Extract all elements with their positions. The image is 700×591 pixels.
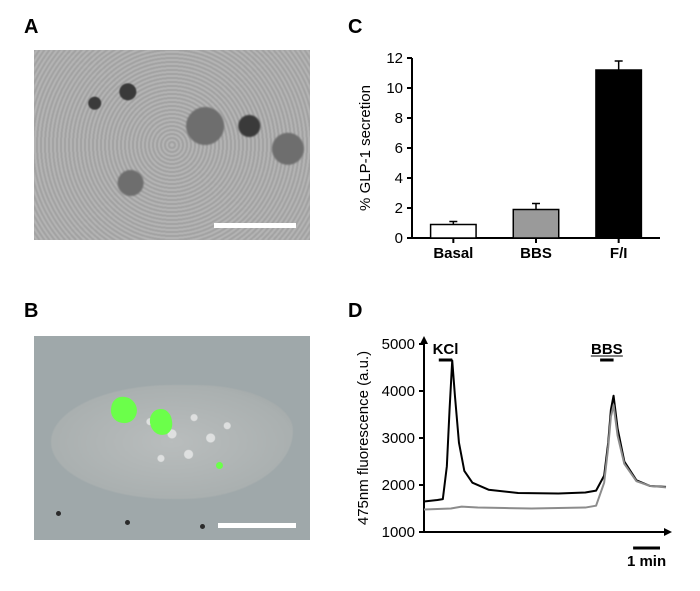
svg-text:6: 6 [395,140,403,157]
svg-text:4: 4 [395,170,403,187]
vesicles [34,336,310,540]
svg-text:1000: 1000 [382,524,415,541]
panel-c-label: C [348,16,362,39]
svg-text:2: 2 [395,200,403,217]
svg-text:2000: 2000 [382,477,415,494]
svg-text:4000: 4000 [382,383,415,400]
panel-a-label: A [24,16,38,39]
speck [125,520,130,525]
svg-text:1 min: 1 min [627,553,666,570]
svg-text:KCl: KCl [433,341,459,358]
panel-a-micrograph [34,50,310,240]
svg-text:12: 12 [386,50,403,67]
speck [200,524,205,529]
panel-b-micrograph [34,336,310,540]
svg-text:475nm fluorescence (a.u.): 475nm fluorescence (a.u.) [355,351,372,525]
svg-text:10: 10 [386,80,403,97]
svg-text:0: 0 [395,230,403,247]
svg-text:BBS: BBS [520,245,552,262]
svg-text:8: 8 [395,110,403,127]
svg-text:BBS: BBS [591,341,623,358]
svg-text:Basal: Basal [433,245,473,262]
svg-text:5000: 5000 [382,336,415,353]
svg-text:% GLP-1 secretion: % GLP-1 secretion [357,85,374,211]
scale-bar [218,523,296,528]
svg-text:F/I: F/I [610,245,628,262]
scale-bar [214,223,296,228]
panel-d-line-chart: 1000 2000 3000 4000 5000 475nm fluorescence (… [350,320,680,576]
panel-c-bar-chart: 0 2 4 6 8 10 12 % GLP-1 secretion Basal BBS F/I [350,40,670,270]
svg-text:3000: 3000 [382,430,415,447]
panel-b-label: B [24,300,38,323]
